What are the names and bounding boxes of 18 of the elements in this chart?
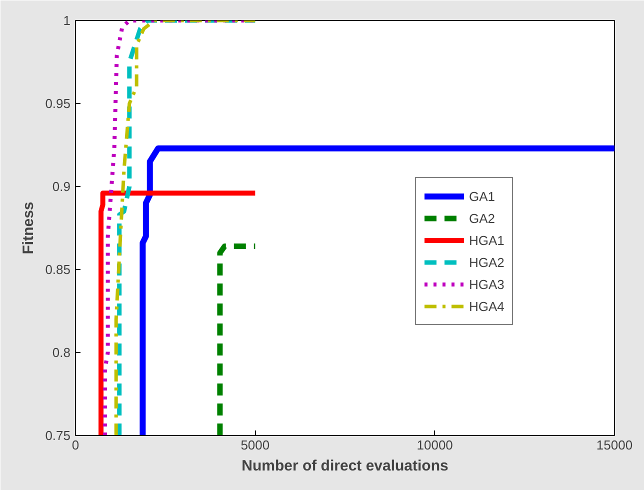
- y-tick-label: 0.75: [45, 428, 71, 443]
- legend-label: HGA1: [469, 232, 504, 248]
- legend-label: HGA3: [469, 276, 504, 292]
- legend-label: GA1: [469, 188, 496, 204]
- y-tick-label: 0.85: [45, 262, 71, 277]
- x-tick-label: 10000: [416, 438, 453, 452]
- y-axis-title: Fitness: [20, 202, 38, 254]
- x-axis-title: Number of direct evaluations: [242, 458, 448, 474]
- legend-label: GA2: [469, 210, 496, 226]
- y-tick-label: 0.95: [45, 96, 71, 111]
- x-tick-label: 0: [72, 438, 80, 452]
- legend-label: HGA2: [469, 254, 504, 270]
- x-tick-label: 15000: [596, 438, 633, 452]
- y-tick-label: 1: [63, 13, 71, 28]
- legend-label: HGA4: [469, 298, 504, 314]
- y-tick-label: 0.8: [52, 345, 71, 360]
- y-tick-label: 0.9: [52, 179, 71, 194]
- x-tick-label: 5000: [240, 438, 270, 452]
